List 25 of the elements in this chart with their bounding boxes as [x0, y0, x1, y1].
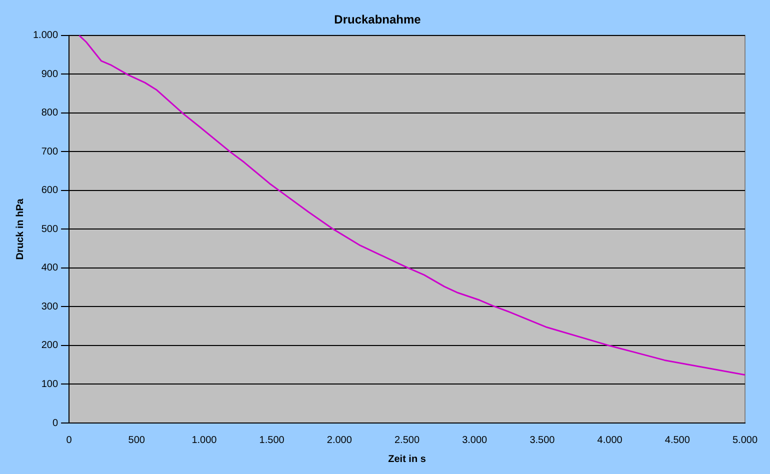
y-tick-label: 800: [41, 108, 58, 119]
y-tick-label: 1.000: [32, 30, 58, 42]
x-tick-label: 2.500: [394, 434, 420, 446]
y-tick-label: 700: [41, 146, 58, 158]
y-tick-label: 400: [41, 262, 58, 274]
x-tick-label: 5.000: [732, 434, 758, 446]
x-tick-label: 2.000: [326, 434, 352, 446]
x-tick-label: 3.000: [462, 434, 488, 446]
x-tick-label: 4.500: [664, 434, 690, 446]
y-axis-title: Druck in hPa: [14, 198, 26, 260]
x-tick-label: 4.000: [597, 434, 623, 446]
x-tick-label: 3.500: [530, 434, 556, 446]
x-tick-label: 0: [66, 434, 72, 446]
y-tick-label: 300: [41, 301, 58, 312]
x-tick-label: 1.000: [192, 434, 218, 446]
y-tick-label: 200: [41, 340, 58, 352]
x-tick-label: 1.500: [259, 434, 285, 446]
y-tick-label: 900: [41, 68, 58, 80]
y-tick-label: 500: [41, 224, 58, 235]
y-tick-label: 600: [41, 185, 58, 196]
chart-title: Druckabnahme: [334, 12, 422, 27]
y-tick-label: 100: [41, 378, 58, 390]
x-axis-title: Zeit in s: [388, 454, 426, 465]
x-tick-label: 500: [128, 434, 146, 446]
y-tick-label: 0: [52, 418, 58, 429]
